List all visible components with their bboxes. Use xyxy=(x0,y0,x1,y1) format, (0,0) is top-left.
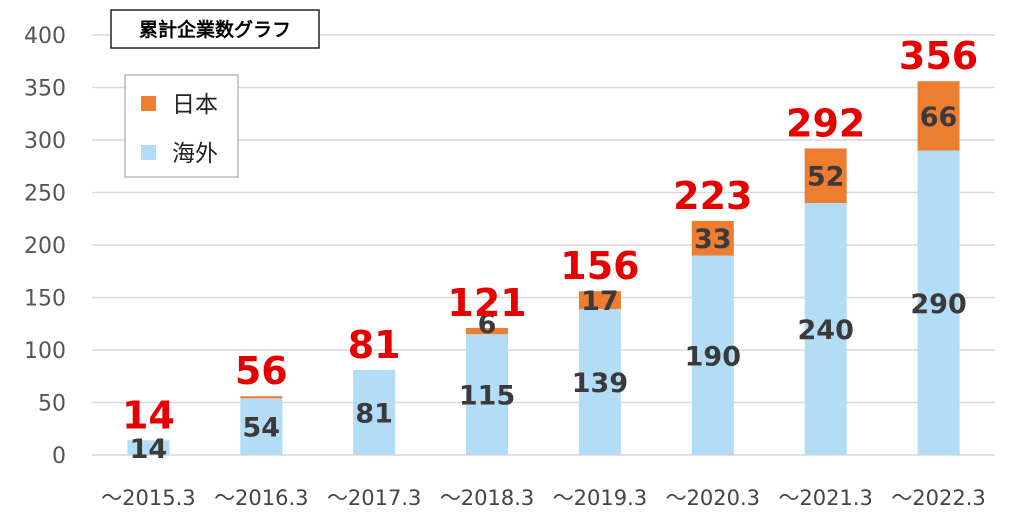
y-tick-label: 300 xyxy=(24,129,66,154)
bar-segment-overseas xyxy=(466,334,509,455)
x-tick-label: ～2020.3 xyxy=(666,486,760,510)
x-tick-label: ～2019.3 xyxy=(553,486,647,510)
y-tick-label: 150 xyxy=(24,287,66,312)
segment-label-japan: 66 xyxy=(920,102,958,133)
segment-label-japan: 33 xyxy=(694,224,732,255)
y-tick-label: 100 xyxy=(24,339,66,364)
chart-title: 累計企業数グラフ xyxy=(139,18,291,41)
segment-label-overseas: 54 xyxy=(243,413,281,444)
bar-segment-japan xyxy=(466,327,509,335)
bar-segment-japan xyxy=(691,220,734,256)
total-label: 81 xyxy=(348,323,401,367)
legend-label-overseas: 海外 xyxy=(172,141,218,167)
bar-segment-overseas xyxy=(353,369,396,455)
y-tick-label: 200 xyxy=(24,234,66,259)
x-tick-label: ～2016.3 xyxy=(214,486,308,510)
segment-label-overseas: 115 xyxy=(459,381,515,412)
bar-segment-overseas xyxy=(917,150,960,455)
bar-segment-japan xyxy=(804,148,847,203)
bar-segment-japan xyxy=(240,396,283,399)
x-tick-label: ～2021.3 xyxy=(778,486,872,510)
x-axis-ticks: ～2015.3 ～2016.3 ～2017.3 ～2018.3 ～2019.3 ～2020… xyxy=(101,486,986,510)
total-label: 292 xyxy=(786,101,865,145)
segment-label-japan: 52 xyxy=(807,162,845,193)
legend-swatch-japan xyxy=(141,96,156,111)
y-tick-label: 400 xyxy=(24,24,66,49)
total-label: 121 xyxy=(447,281,526,325)
legend-swatch-overseas xyxy=(141,145,156,160)
segment-label-overseas: 14 xyxy=(130,434,168,465)
bar-segment-overseas xyxy=(691,255,734,455)
y-tick-label: 0 xyxy=(52,444,66,469)
total-label: 14 xyxy=(122,393,175,437)
total-label: 223 xyxy=(673,174,752,218)
legend-label-japan: 日本 xyxy=(172,92,218,118)
bar-segment-overseas xyxy=(804,203,847,455)
x-tick-label: ～2015.3 xyxy=(101,486,195,510)
segment-label-overseas: 139 xyxy=(572,368,628,399)
chart-title-box: 累計企業数グラフ xyxy=(110,9,320,49)
y-tick-label: 250 xyxy=(24,182,66,207)
total-label: 156 xyxy=(560,244,639,288)
y-tick-label: 350 xyxy=(24,77,66,102)
segment-label-overseas: 81 xyxy=(355,398,393,429)
x-tick-label: ～2017.3 xyxy=(327,486,421,510)
bar-segment-overseas xyxy=(127,440,170,455)
x-tick-label: ～2018.3 xyxy=(440,486,534,510)
total-label: 56 xyxy=(235,349,288,393)
legend: 日本 海外 xyxy=(124,74,239,178)
bar-segment-overseas xyxy=(578,309,621,455)
segment-label-japan: 17 xyxy=(581,286,619,317)
segment-label-overseas: 190 xyxy=(685,341,741,372)
segment-label-japan: 6 xyxy=(478,309,497,340)
segment-label-overseas: 240 xyxy=(798,315,854,346)
total-label: 356 xyxy=(899,34,978,78)
segment-label-overseas: 290 xyxy=(910,289,966,320)
bar-segment-overseas xyxy=(240,398,283,455)
bar-segment-japan xyxy=(578,291,621,310)
x-tick-label: ～2022.3 xyxy=(891,486,985,510)
y-axis-ticks: 0 50 100 150 200 250 300 350 400 xyxy=(24,24,66,469)
y-tick-label: 50 xyxy=(38,392,66,417)
bar-segment-japan xyxy=(917,81,960,151)
